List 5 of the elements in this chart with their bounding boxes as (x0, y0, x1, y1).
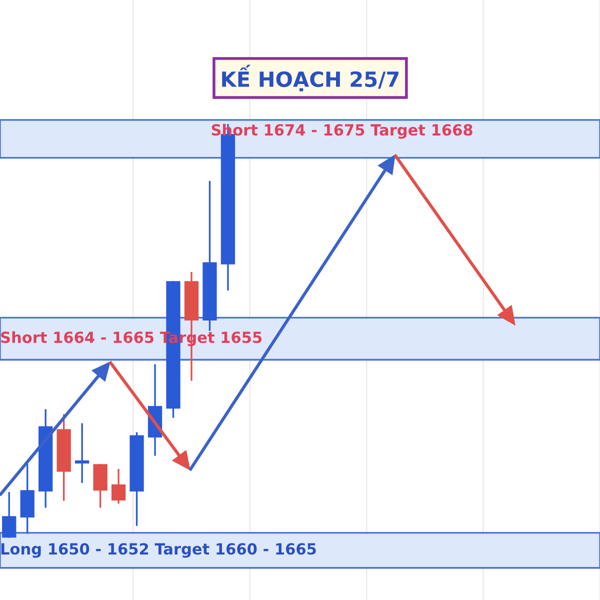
candlestick (111, 468, 126, 504)
chart-title: KẾ HOẠCH 25/7 (222, 64, 399, 92)
candlestick (2, 492, 16, 538)
candlestick (74, 423, 90, 483)
band-label: Long 1650 - 1652 Target 1660 - 1665 (1, 543, 316, 558)
